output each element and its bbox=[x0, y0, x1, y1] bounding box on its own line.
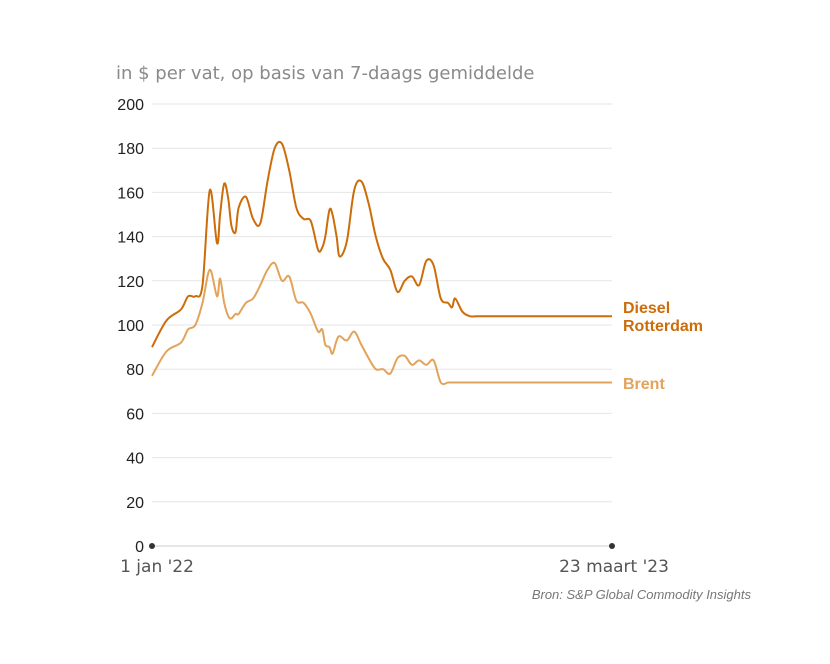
x-tick-label-start: 1 jan '22 bbox=[120, 557, 194, 577]
y-tick-label: 80 bbox=[126, 362, 144, 379]
series-lines bbox=[151, 140, 612, 386]
series-label-brent: Brent bbox=[623, 376, 665, 393]
y-tick-label: 60 bbox=[126, 406, 144, 423]
y-tick-label: 200 bbox=[117, 97, 144, 114]
y-tick-label: 0 bbox=[135, 539, 144, 556]
source-note: Bron: S&P Global Commodity Insights bbox=[532, 587, 752, 602]
x-tick-label-end: 23 maart '23 bbox=[559, 557, 669, 577]
series-line-brent bbox=[151, 261, 612, 386]
chart-subtitle: in $ per vat, op basis van 7-daags gemid… bbox=[116, 63, 534, 84]
x-axis-start-marker bbox=[149, 543, 155, 549]
y-tick-label: 120 bbox=[117, 274, 144, 291]
series-line-diesel-rotterdam bbox=[151, 140, 612, 348]
x-axis-end-marker bbox=[609, 543, 615, 549]
y-tick-label: 160 bbox=[117, 185, 144, 202]
y-axis: 0 20 40 60 80 100 120 140 160 180 200 bbox=[117, 97, 144, 556]
grid bbox=[152, 103, 612, 503]
x-axis: 1 jan '22 23 maart '23 bbox=[120, 543, 669, 577]
y-tick-label: 140 bbox=[117, 230, 144, 247]
series-label-diesel-rotterdam: Diesel Rotterdam bbox=[623, 300, 703, 335]
y-tick-label: 20 bbox=[126, 495, 144, 512]
y-tick-label: 180 bbox=[117, 141, 144, 158]
y-tick-label: 40 bbox=[126, 451, 144, 468]
y-tick-label: 100 bbox=[117, 318, 144, 335]
series-labels: Diesel Rotterdam Brent bbox=[623, 300, 703, 393]
